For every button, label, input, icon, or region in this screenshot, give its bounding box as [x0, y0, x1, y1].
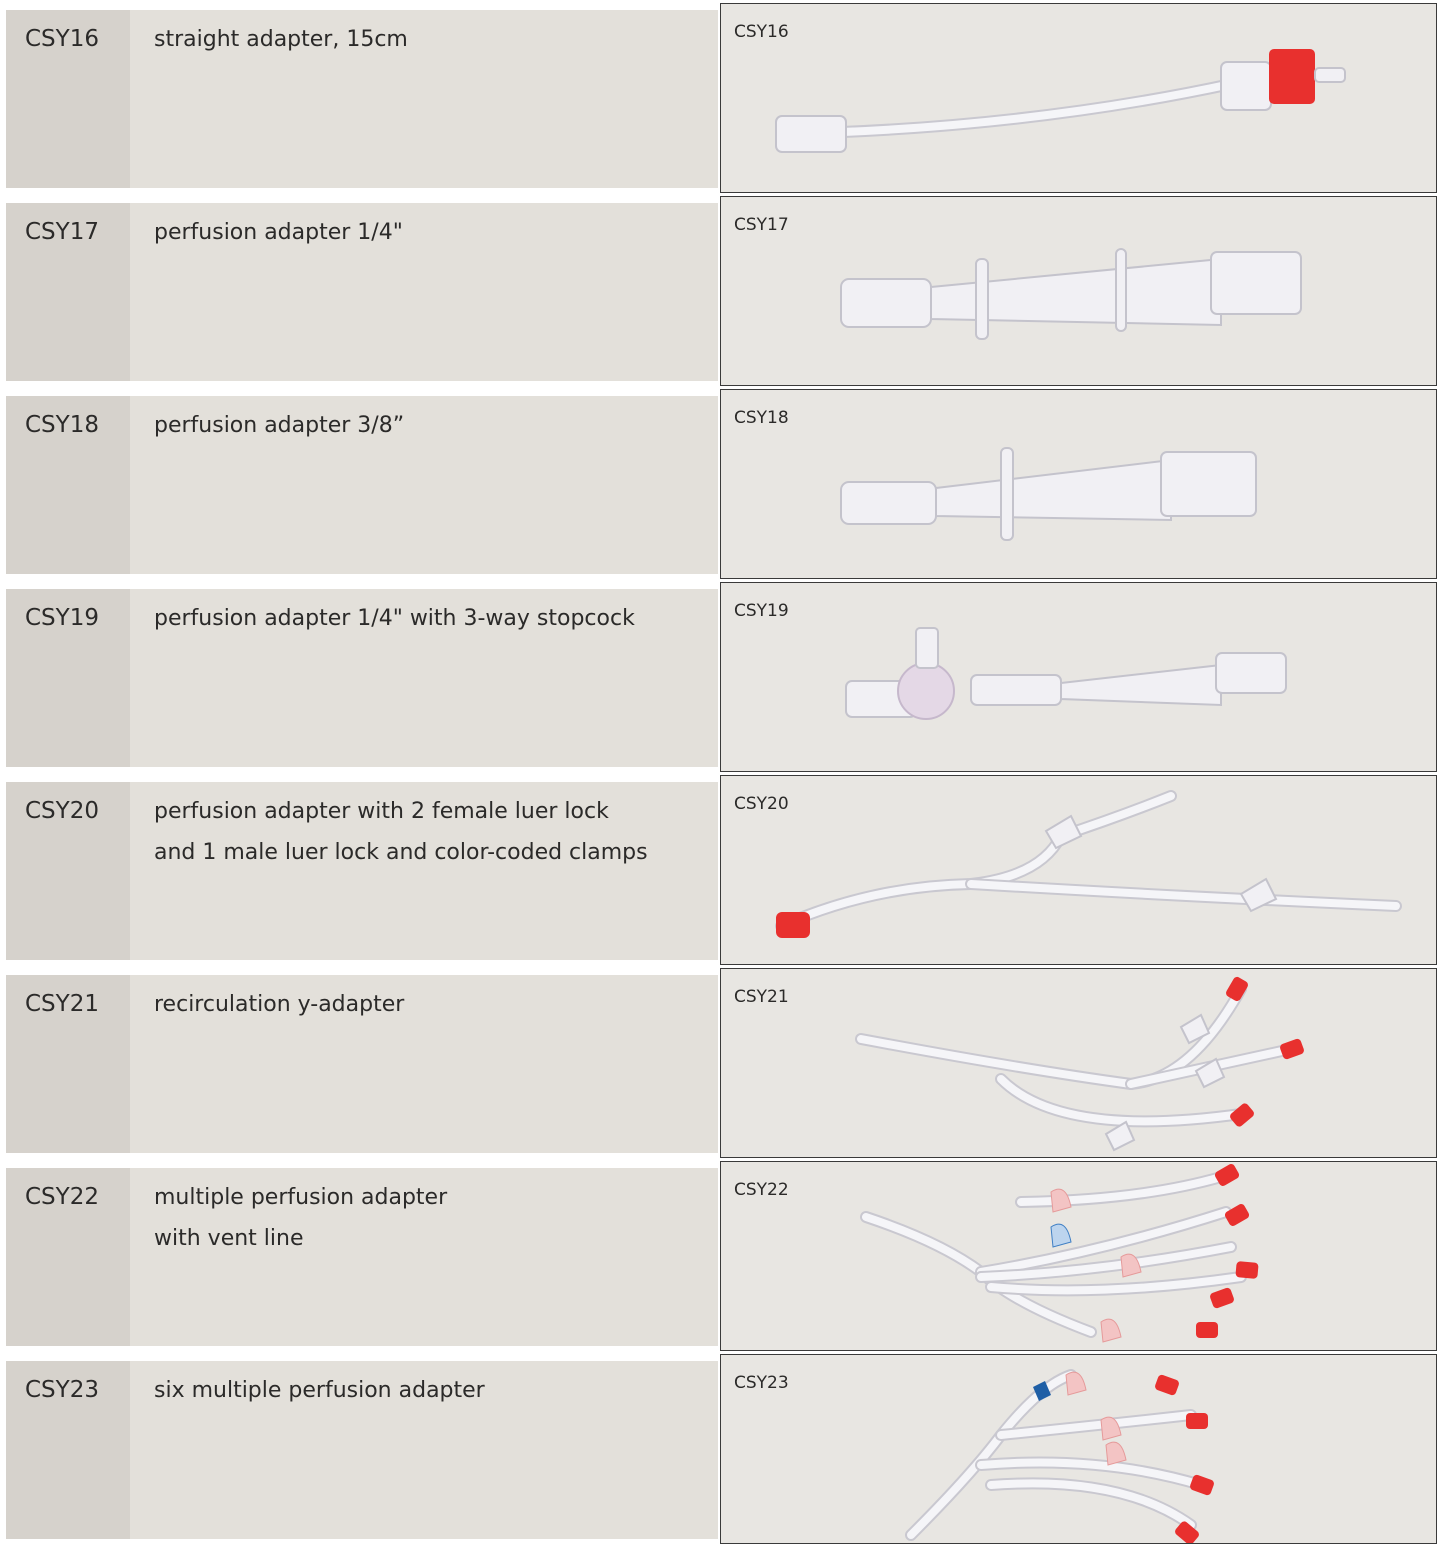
product-code: CSY21: [25, 991, 99, 1017]
product-image: CSY21: [720, 968, 1437, 1158]
product-image: CSY16: [720, 3, 1437, 193]
product-image: CSY22: [720, 1161, 1437, 1351]
product-row: CSY17 perfusion adapter 1/4": [6, 203, 718, 381]
product-illustration: [721, 4, 1436, 192]
description-cell: perfusion adapter 1/4": [130, 203, 718, 381]
product-description: perfusion adapter 1/4" with 3-way stopco…: [154, 598, 718, 639]
product-row: CSY16 straight adapter, 15cm: [6, 10, 718, 188]
image-label: CSY20: [734, 794, 789, 814]
product-image: CSY17: [720, 196, 1437, 386]
product-row: CSY20 perfusion adapter with 2 female lu…: [6, 782, 718, 960]
product-illustration: [721, 969, 1436, 1157]
product-image: CSY23: [720, 1354, 1437, 1544]
product-description: with vent line: [154, 1218, 718, 1259]
description-cell: perfusion adapter 1/4" with 3-way stopco…: [130, 589, 718, 767]
code-cell: CSY23: [6, 1361, 130, 1539]
product-illustration: [721, 390, 1436, 578]
image-label: CSY17: [734, 215, 789, 235]
product-code: CSY19: [25, 605, 99, 631]
product-code: CSY18: [25, 412, 99, 438]
description-cell: perfusion adapter 3/8”: [130, 396, 718, 574]
product-row: CSY19 perfusion adapter 1/4" with 3-way …: [6, 589, 718, 767]
code-cell: CSY19: [6, 589, 130, 767]
product-description: perfusion adapter 3/8”: [154, 405, 718, 446]
image-label: CSY16: [734, 22, 789, 42]
product-description: perfusion adapter with 2 female luer loc…: [154, 791, 718, 832]
product-image: CSY20: [720, 775, 1437, 965]
product-image: CSY19: [720, 582, 1437, 772]
product-row: CSY18 perfusion adapter 3/8”: [6, 396, 718, 574]
product-image: CSY18: [720, 389, 1437, 579]
product-code: CSY17: [25, 219, 99, 245]
image-label: CSY22: [734, 1180, 789, 1200]
description-cell: recirculation y-adapter: [130, 975, 718, 1153]
code-cell: CSY22: [6, 1168, 130, 1346]
product-illustration: [721, 1355, 1436, 1543]
product-code: CSY20: [25, 798, 99, 824]
code-cell: CSY18: [6, 396, 130, 574]
product-code: CSY22: [25, 1184, 99, 1210]
page: {"rows": [ {"code": "CSY16", "descriptio…: [0, 0, 1444, 1536]
code-cell: CSY16: [6, 10, 130, 188]
product-illustration: [721, 583, 1436, 771]
product-description: and 1 male luer lock and color-coded cla…: [154, 832, 718, 873]
product-description: recirculation y-adapter: [154, 984, 718, 1025]
image-label: CSY18: [734, 408, 789, 428]
product-description: straight adapter, 15cm: [154, 19, 718, 60]
product-code: CSY23: [25, 1377, 99, 1403]
description-cell: six multiple perfusion adapter: [130, 1361, 718, 1539]
product-description: perfusion adapter 1/4": [154, 212, 718, 253]
code-cell: CSY20: [6, 782, 130, 960]
product-illustration: [721, 197, 1436, 385]
image-label: CSY21: [734, 987, 789, 1007]
product-row: CSY21 recirculation y-adapter: [6, 975, 718, 1153]
product-illustration: [721, 1162, 1436, 1350]
description-cell: straight adapter, 15cm: [130, 10, 718, 188]
description-cell: perfusion adapter with 2 female luer loc…: [130, 782, 718, 960]
product-description: six multiple perfusion adapter: [154, 1370, 718, 1411]
product-code: CSY16: [25, 26, 99, 52]
code-cell: CSY21: [6, 975, 130, 1153]
product-row: CSY23 six multiple perfusion adapter: [6, 1361, 718, 1539]
image-label: CSY19: [734, 601, 789, 621]
product-description: multiple perfusion adapter: [154, 1177, 718, 1218]
image-label: CSY23: [734, 1373, 789, 1393]
product-illustration: [721, 776, 1436, 964]
code-cell: CSY17: [6, 203, 130, 381]
